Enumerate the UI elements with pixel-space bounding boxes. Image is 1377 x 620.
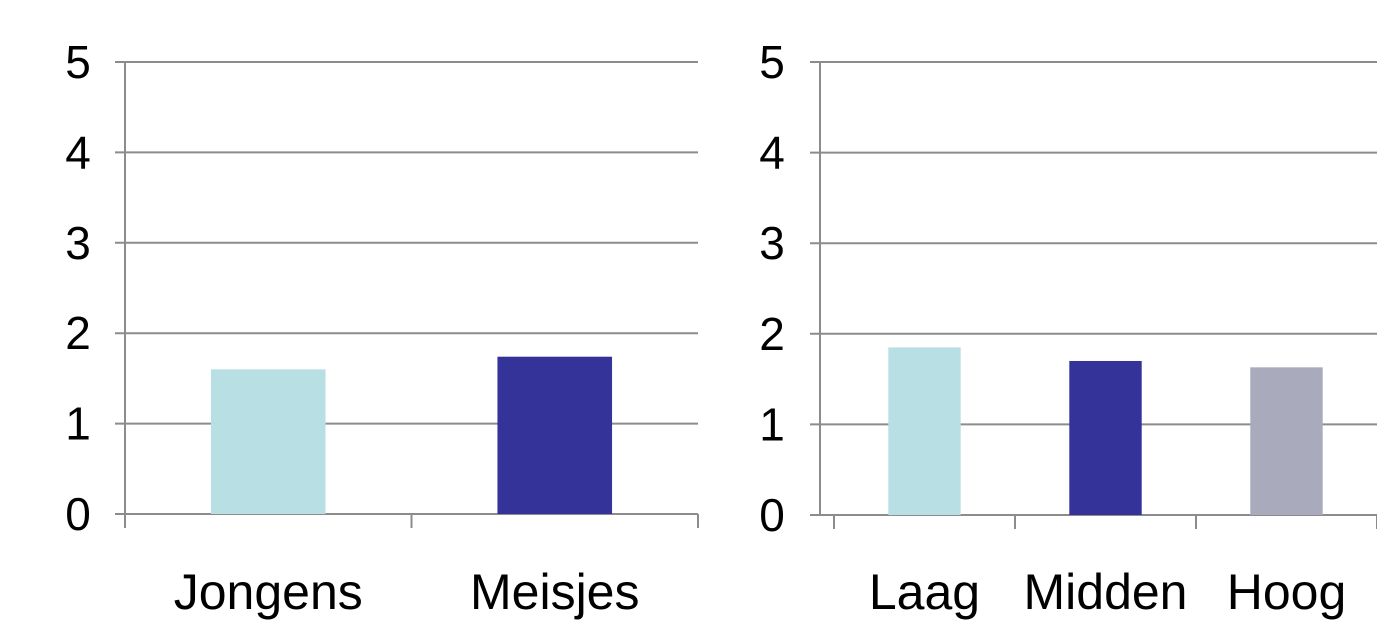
- x-category-label: Jongens: [174, 564, 363, 620]
- bar-midden: [1069, 360, 1142, 515]
- y-tick-label: 2: [759, 308, 785, 360]
- x-category-label: Meisjes: [470, 564, 639, 620]
- x-category-label: Hoog: [1227, 564, 1347, 620]
- y-tick-label: 5: [759, 36, 785, 88]
- y-tick-label: 0: [759, 489, 785, 541]
- y-tick-label: 5: [65, 36, 91, 88]
- chart-panel-gender: 0 1 2 3 4 5 Jongens Meisjes: [65, 36, 699, 620]
- y-tick-label: 0: [65, 488, 91, 540]
- y-tick-label: 2: [65, 307, 91, 359]
- y-tick-label: 4: [65, 126, 91, 178]
- chart-panel-level: 0 1 2 3 4 5 Laag Midden Hoog: [759, 36, 1377, 620]
- y-tick-label: 1: [759, 398, 785, 450]
- x-category-label: Midden: [1024, 564, 1188, 620]
- bar-jongens: [210, 369, 326, 514]
- bar-meisjes: [497, 356, 613, 514]
- bar-hoog: [1250, 367, 1323, 515]
- y-tick-label: 1: [65, 398, 91, 450]
- y-tick-label: 4: [759, 127, 785, 179]
- y-tick-label: 3: [759, 217, 785, 269]
- x-category-label: Laag: [869, 564, 980, 620]
- bar-laag: [888, 347, 961, 515]
- y-tick-label: 3: [65, 217, 91, 269]
